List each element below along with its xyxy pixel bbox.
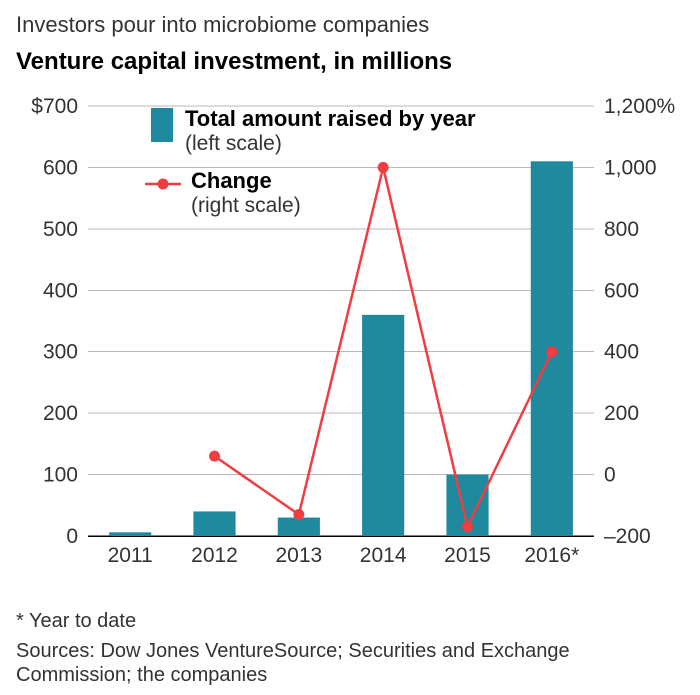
y-left-tick-label: 600 (43, 156, 78, 179)
legend-bar-label: Total amount raised by year (185, 106, 476, 131)
y-left-tick-label: 400 (43, 279, 78, 302)
bar (109, 532, 151, 536)
legend-swatch-marker-icon (158, 179, 169, 190)
line-marker (209, 451, 220, 462)
chart-area: 0 100 200 300 400 500 600 $700 –200 0 200 400 600 800… (16, 86, 684, 606)
legend-swatch-bar-icon (151, 108, 173, 142)
line-marker (546, 346, 557, 357)
headline: Investors pour into microbiome companies (16, 12, 684, 38)
legend-line-label: Change (191, 168, 272, 193)
y-right-tick-label: 200 (604, 402, 639, 425)
legend-line-sublabel: (right scale) (191, 194, 301, 217)
x-tick-label: 2012 (191, 544, 238, 567)
y-left-tick-label: $700 (31, 95, 78, 118)
y-left-tick-label: 100 (43, 464, 78, 487)
y-left-tick-label: 0 (66, 525, 78, 548)
y-right-tick-label: 400 (604, 341, 639, 364)
bar (193, 511, 235, 536)
x-tick-label: 2014 (360, 544, 407, 567)
x-tick-label: 2016* (524, 544, 579, 567)
y-right-tick-label: 1,000 (604, 156, 657, 179)
x-tick-label: 2015 (444, 544, 491, 567)
line-marker (378, 162, 389, 173)
y-left-tick-label: 200 (43, 402, 78, 425)
line-marker (293, 509, 304, 520)
y-right-tick-label: 1,200% (604, 95, 675, 118)
chart-svg: 0 100 200 300 400 500 600 $700 –200 0 200 400 600 800… (16, 86, 684, 586)
legend-bar-sublabel: (left scale) (185, 132, 282, 155)
chart-source: Sources: Dow Jones VentureSource; Securi… (16, 639, 684, 687)
y-left-tick-label: 500 (43, 218, 78, 241)
chart-footnote: * Year to date (16, 610, 684, 633)
bar (362, 315, 404, 536)
chart-subtitle: Venture capital investment, in millions (16, 48, 684, 76)
y-right-tick-label: 800 (604, 218, 639, 241)
y-right-tick-label: 600 (604, 279, 639, 302)
x-tick-label: 2011 (108, 544, 153, 567)
line-marker (462, 521, 473, 532)
y-left-tick-label: 300 (43, 341, 78, 364)
bar (278, 518, 320, 536)
y-right-tick-label: 0 (604, 464, 616, 487)
x-tick-label: 2013 (275, 544, 322, 567)
chart-container: Investors pour into microbiome companies… (0, 0, 700, 695)
y-right-tick-label: –200 (604, 525, 651, 548)
